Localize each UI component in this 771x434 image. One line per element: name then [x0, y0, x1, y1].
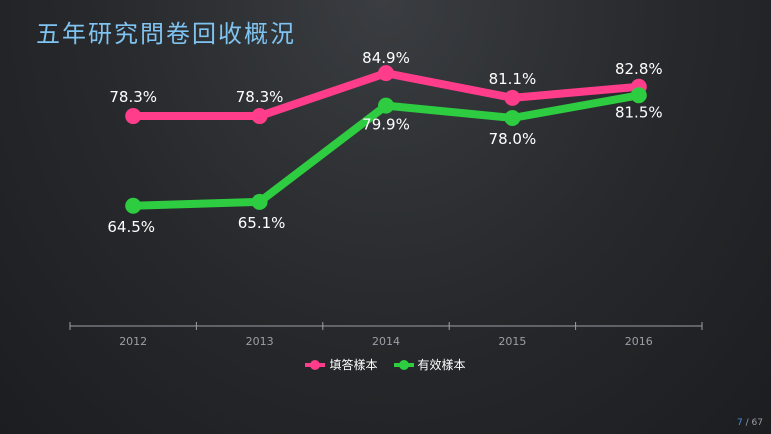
- legend-item-responses: 填答樣本: [305, 356, 378, 373]
- legend-swatch-responses: [305, 359, 326, 370]
- data-label: 64.5%: [107, 218, 155, 236]
- page-number: 7 / 67: [737, 418, 763, 428]
- x-tick-label: 2012: [119, 335, 147, 348]
- data-point: [504, 110, 521, 126]
- data-label: 81.1%: [489, 70, 537, 88]
- data-point: [378, 65, 394, 82]
- data-point: [251, 108, 268, 125]
- data-label: 82.8%: [615, 60, 663, 78]
- data-point: [630, 87, 647, 104]
- data-label: 78.3%: [109, 88, 157, 106]
- legend-item-valid: 有效樣本: [393, 356, 466, 373]
- x-tick-label: 2014: [372, 335, 400, 348]
- data-point: [504, 89, 521, 106]
- x-tick-label: 2013: [246, 335, 274, 348]
- x-tick-label: 2015: [498, 335, 526, 348]
- legend-swatch-valid: [393, 359, 414, 370]
- x-axis: 2012 2013 2014 2015 2016: [69, 322, 703, 348]
- data-labels: 78.3% 78.3% 84.9% 81.1% 82.8% 64.5% 65.1% 79.9%…: [107, 49, 662, 236]
- data-point: [125, 197, 142, 214]
- data-label: 78.0%: [489, 130, 537, 148]
- slide-title: 五年研究問卷回收概況: [36, 20, 296, 48]
- page-current: 7: [737, 418, 743, 428]
- page-total: 67: [751, 418, 763, 428]
- data-point: [125, 108, 142, 125]
- legend-label-valid: 有效樣本: [417, 358, 466, 372]
- data-label: 65.1%: [238, 214, 286, 232]
- data-label: 81.5%: [615, 103, 663, 121]
- data-point: [378, 97, 394, 114]
- legend-label-responses: 填答樣本: [329, 358, 378, 372]
- data-point: [251, 193, 268, 210]
- data-label: 78.3%: [236, 88, 284, 106]
- chart-legend: 填答樣本 有效樣本: [0, 356, 771, 373]
- series-lines: [125, 65, 647, 214]
- data-label: 84.9%: [362, 49, 410, 67]
- data-label: 79.9%: [362, 116, 410, 134]
- x-tick-label: 2016: [625, 335, 653, 348]
